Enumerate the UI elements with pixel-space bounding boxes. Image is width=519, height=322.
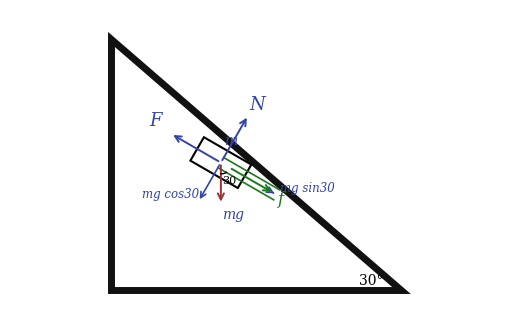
Polygon shape <box>112 39 401 290</box>
Text: mg: mg <box>223 208 244 222</box>
Text: m: m <box>224 134 237 148</box>
Text: 30: 30 <box>223 175 237 185</box>
Polygon shape <box>190 137 251 188</box>
Text: mg cos30: mg cos30 <box>142 188 199 202</box>
Text: f: f <box>277 192 283 208</box>
Text: F: F <box>150 112 162 129</box>
Text: N: N <box>250 96 266 114</box>
Text: mg sin30: mg sin30 <box>280 182 335 194</box>
Text: 30°: 30° <box>359 274 384 288</box>
